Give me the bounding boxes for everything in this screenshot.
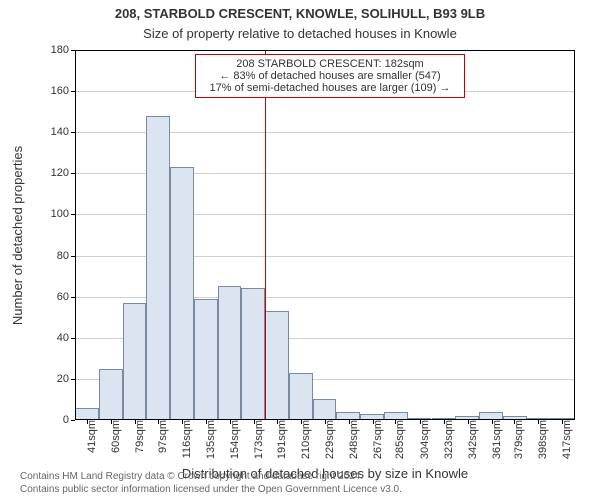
x-tick-label: 267sqm bbox=[370, 420, 384, 459]
x-tick-label: 210sqm bbox=[298, 420, 312, 459]
y-tick-label: 40 bbox=[57, 332, 75, 344]
callout-line-1: 208 STARBOLD CRESCENT: 182sqm bbox=[202, 58, 458, 70]
x-tick-label: 191sqm bbox=[274, 420, 288, 459]
x-tick-label: 116sqm bbox=[179, 420, 193, 458]
x-tick-label: 417sqm bbox=[559, 420, 573, 459]
y-axis-label-text: Number of detached properties bbox=[11, 145, 26, 324]
y-tick-label: 20 bbox=[57, 373, 75, 385]
footer-attribution: Contains HM Land Registry data © Crown c… bbox=[20, 471, 402, 496]
x-tick-label: 304sqm bbox=[417, 420, 431, 459]
plot-area: 208 STARBOLD CRESCENT: 182sqm ← 83% of d… bbox=[75, 50, 575, 420]
callout-line-2: ← 83% of detached houses are smaller (54… bbox=[202, 70, 458, 82]
x-tick-label: 173sqm bbox=[251, 420, 265, 459]
x-tick-label: 342sqm bbox=[465, 420, 479, 459]
y-tick-label: 160 bbox=[51, 85, 75, 97]
y-tick-label: 120 bbox=[51, 167, 75, 179]
chart-subtitle: Size of property relative to detached ho… bbox=[0, 26, 600, 41]
x-tick-label: 323sqm bbox=[441, 420, 455, 459]
x-tick-label: 229sqm bbox=[322, 420, 336, 459]
y-tick-label: 60 bbox=[57, 291, 75, 303]
y-tick-label: 140 bbox=[51, 126, 75, 138]
x-tick-label: 97sqm bbox=[155, 420, 169, 453]
callout-box: 208 STARBOLD CRESCENT: 182sqm ← 83% of d… bbox=[195, 54, 465, 98]
x-tick-label: 60sqm bbox=[108, 420, 122, 453]
x-tick-label: 285sqm bbox=[392, 420, 406, 459]
x-tick-label: 154sqm bbox=[227, 420, 241, 459]
plot-border bbox=[75, 50, 575, 420]
y-axis-label: Number of detached properties bbox=[8, 50, 28, 420]
x-tick-label: 361sqm bbox=[489, 420, 503, 459]
chart-title-address: 208, STARBOLD CRESCENT, KNOWLE, SOLIHULL… bbox=[0, 6, 600, 21]
callout-line-3: 17% of semi-detached houses are larger (… bbox=[202, 82, 458, 94]
x-tick-label: 135sqm bbox=[203, 420, 217, 459]
chart-container: { "title_line1": "208, STARBOLD CRESCENT… bbox=[0, 0, 600, 500]
y-tick-label: 180 bbox=[51, 44, 75, 56]
x-tick-label: 248sqm bbox=[346, 420, 360, 459]
x-tick-label: 379sqm bbox=[511, 420, 525, 459]
footer-line-1: Contains HM Land Registry data © Crown c… bbox=[20, 471, 402, 484]
y-tick-label: 80 bbox=[57, 250, 75, 262]
y-tick-label: 100 bbox=[51, 208, 75, 220]
y-tick-label: 0 bbox=[63, 414, 75, 426]
x-tick-label: 79sqm bbox=[132, 420, 146, 453]
x-tick-label: 41sqm bbox=[84, 420, 98, 453]
footer-line-2: Contains public sector information licen… bbox=[20, 484, 402, 497]
x-tick-label: 398sqm bbox=[535, 420, 549, 459]
